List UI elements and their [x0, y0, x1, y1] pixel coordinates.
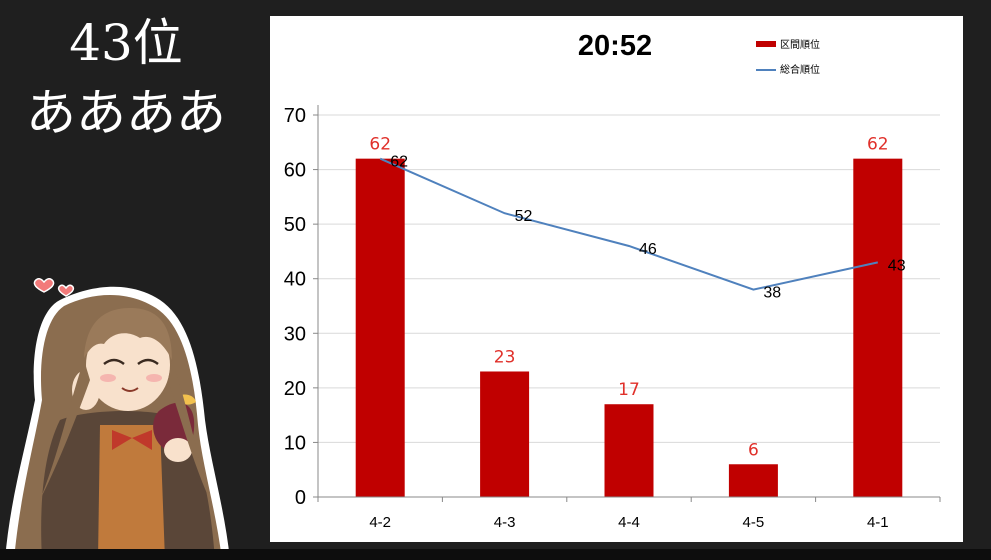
y-tick-label: 40	[284, 269, 306, 291]
anime-girl-illustration	[5, 278, 230, 560]
bar-4-1	[853, 158, 903, 497]
bar-4-4	[604, 404, 654, 497]
bar-4-5	[728, 464, 778, 497]
bar-data-label: 23	[494, 347, 516, 367]
y-tick-label: 60	[284, 160, 306, 182]
chart-panel: 20:52 区間順位 総合順位 62 23 17 6 62 62 52 46 38 43 0 10 2…	[270, 16, 963, 542]
legend-swatch-bar	[756, 41, 776, 47]
bar-data-label: 17	[618, 380, 640, 400]
rank-title: 43位	[69, 14, 183, 72]
heart-icon	[57, 284, 75, 297]
line-data-label: 43	[888, 257, 906, 274]
player-name: ああああ	[26, 84, 226, 142]
line-data-label: 38	[763, 285, 781, 302]
y-tick-label: 30	[284, 323, 306, 345]
line-data-label: 62	[390, 154, 408, 171]
y-tick-label: 10	[284, 432, 306, 454]
y-tick-label: 0	[295, 487, 306, 509]
legend: 区間順位 総合順位	[756, 38, 820, 76]
bar-data-label: 62	[369, 135, 391, 155]
legend-label-line: 総合順位	[780, 63, 820, 76]
y-tick-label: 50	[284, 214, 306, 236]
chart-title: 20:52	[578, 30, 652, 62]
series-line-総合順位	[379, 157, 879, 291]
line-data-label: 46	[639, 241, 657, 258]
bar-4-2	[355, 158, 405, 497]
legend-label-bar: 区間順位	[780, 38, 820, 51]
x-tick-label: 4-3	[494, 514, 516, 531]
x-tick-label: 4-2	[369, 514, 391, 531]
heart-icon	[33, 278, 55, 293]
line-data-label: 52	[515, 208, 533, 225]
bar-4-3	[480, 371, 530, 497]
bar-data-label: 6	[748, 440, 759, 460]
x-tick-label: 4-5	[743, 514, 765, 531]
bottom-bar	[0, 549, 991, 560]
bar-data-label: 62	[867, 135, 889, 155]
x-tick-label: 4-4	[618, 514, 640, 531]
y-tick-label: 70	[284, 105, 306, 127]
y-tick-label: 20	[284, 378, 306, 400]
x-tick-label: 4-1	[867, 514, 889, 531]
